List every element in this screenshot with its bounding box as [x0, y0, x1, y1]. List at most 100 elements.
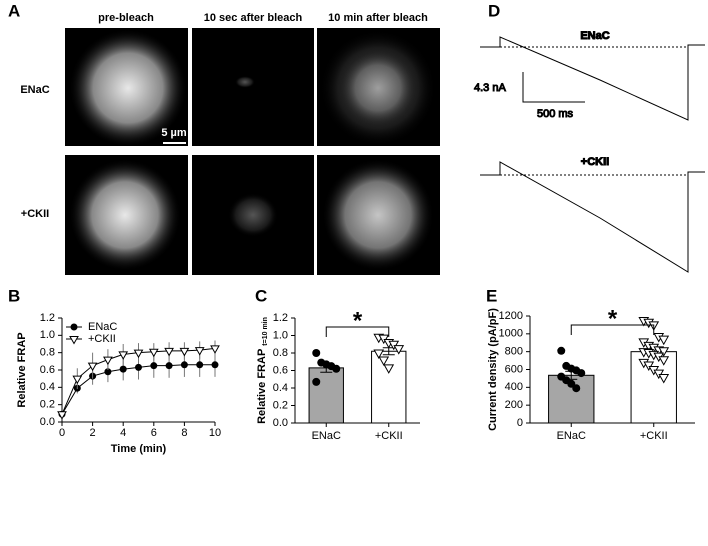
significance-bracket: [325, 326, 390, 337]
marker: [658, 347, 670, 357]
scale-label: 5 µm: [161, 127, 187, 139]
marker: [196, 361, 204, 369]
marker: [312, 349, 321, 357]
significance: *: [353, 307, 363, 334]
scale-label: 500 ms: [537, 108, 574, 120]
marker: [557, 346, 566, 355]
y-tick-label: 0.4: [273, 382, 288, 394]
cell: [340, 50, 416, 126]
x-tick-label: +CKII: [375, 430, 403, 442]
scale-bars: [522, 72, 585, 103]
marker: [57, 411, 67, 420]
panel-label: C: [255, 286, 267, 305]
y-tick-label: 0.0: [40, 416, 55, 428]
marker: [179, 347, 190, 357]
x-tick-label: ENaC: [557, 430, 586, 442]
y-axis-label-text: Relative FRAP: [256, 349, 268, 424]
x-tick-label: +CKII: [640, 430, 668, 442]
column-title: 10 min after bleach: [328, 12, 428, 24]
cell: [70, 160, 180, 270]
x-axis-label: Time (min): [111, 443, 167, 455]
panel-label: D: [488, 1, 500, 20]
cell: [228, 193, 278, 237]
y-tick-label: 1.2: [273, 312, 288, 324]
column-title: pre-bleach: [98, 12, 154, 24]
trace: [480, 161, 705, 273]
marker: [658, 374, 670, 384]
marker: [383, 364, 395, 374]
marker: [312, 377, 321, 386]
marker: [69, 336, 79, 345]
y-tick-label: 0.6: [273, 364, 288, 376]
marker: [104, 368, 112, 376]
x-tick-label: 10: [209, 427, 221, 439]
cell: [235, 76, 255, 88]
marker: [72, 375, 83, 385]
cell: [323, 160, 433, 270]
y-tick-label: 400: [505, 381, 523, 393]
y-tick-label: 1200: [499, 310, 523, 322]
marker: [119, 365, 127, 373]
row-label: ENaC: [20, 84, 49, 96]
row-label: +CKII: [21, 208, 49, 220]
panel-label: B: [8, 286, 20, 305]
marker: [373, 349, 385, 360]
marker: [148, 348, 159, 358]
panel-label: E: [486, 286, 497, 305]
image: [192, 28, 314, 146]
significance-bracket: [570, 324, 655, 335]
marker: [211, 361, 219, 369]
y-tick-label: 1000: [499, 328, 523, 340]
marker: [135, 363, 142, 371]
x-tick-label: ENaC: [312, 430, 341, 442]
bar: [371, 350, 407, 424]
scale-label: 4.3 nA: [474, 82, 506, 94]
y-tick-label: 0.2: [40, 399, 55, 411]
y-tick-label: 0: [517, 417, 523, 429]
x-tick-label: 6: [151, 427, 157, 439]
marker: [332, 364, 341, 373]
marker: [658, 356, 670, 366]
marker: [87, 362, 98, 372]
y-tick-label: 200: [505, 399, 523, 411]
x-tick-label: 0: [59, 427, 65, 439]
y-tick-label: 0.0: [273, 417, 288, 429]
y-tick-label: 1.0: [273, 329, 288, 341]
significance: *: [608, 305, 618, 332]
y-tick-label: 1.0: [40, 329, 55, 341]
marker: [194, 347, 205, 356]
marker: [210, 345, 220, 354]
y-axis-label: Relative FRAP: [16, 332, 28, 407]
y-tick-label: 0.8: [273, 347, 288, 359]
y-axis-label-text: Relative FRAP: [16, 332, 28, 407]
marker: [164, 347, 174, 357]
bar: [308, 367, 344, 424]
trace-title: +CKII: [581, 156, 609, 168]
legend-label: +CKII: [88, 333, 116, 345]
marker: [118, 351, 129, 360]
y-axis-label-text: Current density (pA/pF): [487, 308, 499, 431]
marker: [658, 335, 670, 346]
y-axis-label: Relative FRAP t=10 min: [256, 317, 269, 424]
legend-label: ENaC: [88, 321, 117, 333]
traces: ENaC 4.3 nA 500 ms +CKII: [474, 29, 705, 273]
cell: [70, 30, 186, 146]
y-tick-label: 0.8: [40, 347, 55, 359]
y-tick-label: 0.4: [40, 381, 55, 393]
panel-label: A: [8, 1, 20, 20]
marker: [577, 369, 586, 378]
marker: [572, 384, 581, 393]
y-tick-label: 600: [505, 363, 523, 375]
y-axis-label-subscript: t=10 min: [262, 317, 269, 346]
y-tick-label: 1.2: [40, 312, 55, 324]
marker: [378, 356, 390, 367]
marker: [165, 362, 173, 370]
x-tick-label: 4: [120, 427, 126, 439]
column-title: 10 sec after bleach: [204, 12, 303, 24]
x-tick-label: 2: [90, 427, 96, 439]
y-axis-label: Current density (pA/pF): [487, 308, 499, 431]
y-tick-label: 800: [505, 346, 523, 358]
marker: [133, 349, 144, 359]
marker: [150, 362, 158, 370]
